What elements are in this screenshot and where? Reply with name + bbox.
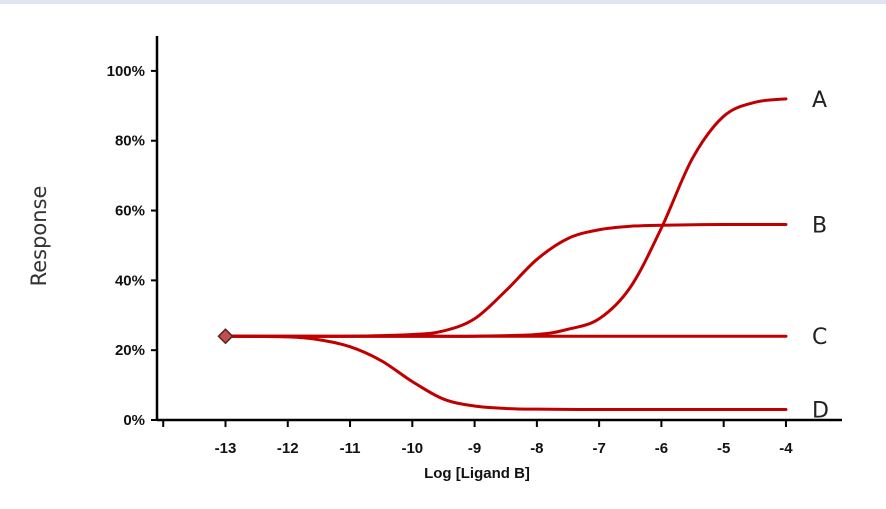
series-line-d xyxy=(224,334,788,412)
series-labels: A B C D xyxy=(812,88,829,424)
x-tick-label: -4 xyxy=(779,440,793,457)
x-tick-label: -5 xyxy=(717,440,730,457)
y-tick-label: 20% xyxy=(115,342,145,359)
response-curve-chart: 0% 20% 40% 60% 80% 100% -13 -12 -11 -10 -9 -8 -7 -6 -5… xyxy=(27,36,842,482)
x-tick-label: -12 xyxy=(277,440,299,457)
series-label-d: D xyxy=(812,399,829,424)
start-marker-diamond xyxy=(217,328,234,345)
ticks: 0% 20% 40% 60% 80% 100% -13 -12 -11 -10 -9 -8 -7 -6 -5… xyxy=(107,63,794,457)
curves xyxy=(217,97,788,412)
x-axis-title: Log [Ligand B] xyxy=(424,465,530,482)
x-tick-label: -9 xyxy=(468,440,481,457)
y-tick-label: 100% xyxy=(107,63,145,80)
x-tick-label: -6 xyxy=(655,440,668,457)
x-tick-label: -13 xyxy=(215,440,237,457)
x-tick-label: -11 xyxy=(340,440,361,457)
series-line-a xyxy=(224,97,788,338)
x-tick-label: -7 xyxy=(592,440,605,457)
x-tick-label: -8 xyxy=(530,440,543,457)
series-label-b: B xyxy=(812,214,827,239)
x-tick-label: -10 xyxy=(401,440,423,457)
series-line-b xyxy=(224,222,788,338)
y-tick-label: 80% xyxy=(115,133,145,150)
y-tick-label: 40% xyxy=(115,272,145,289)
series-label-a: A xyxy=(812,88,827,113)
axes xyxy=(155,36,842,422)
y-tick-label: 0% xyxy=(123,412,145,429)
y-axis-title: Response xyxy=(27,186,51,287)
series-label-c: C xyxy=(812,325,827,350)
y-tick-label: 60% xyxy=(115,203,145,220)
